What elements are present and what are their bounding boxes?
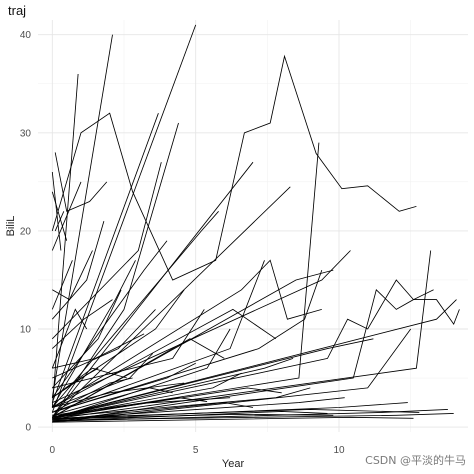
trajectory-line-20 — [52, 299, 457, 418]
trajectory-line-15 — [52, 279, 434, 418]
x-tick-label: 0 — [50, 445, 56, 456]
trajectory-line-52 — [51, 260, 136, 408]
trajectory-line-5 — [51, 113, 159, 403]
trajectory-line-1 — [51, 54, 417, 281]
y-tick-labels: 0 10 20 30 40 — [20, 30, 32, 433]
trajectory-line-58 — [52, 397, 208, 419]
trajectory-line-18 — [52, 328, 412, 423]
trajectory-line-11 — [52, 259, 322, 408]
trajectory-line-37 — [52, 397, 345, 420]
trajectory-line-44 — [52, 333, 145, 369]
trajectory-line-53 — [51, 308, 88, 369]
y-tick-label: 30 — [20, 128, 32, 139]
trajectory-line-49 — [52, 338, 225, 418]
trajectory-line-50 — [52, 328, 231, 420]
trajectory-line-14 — [52, 250, 351, 403]
trajectory-line-27 — [52, 309, 156, 379]
trajectory-line-8 — [51, 162, 162, 340]
trajectory-line-28 — [51, 220, 105, 320]
trajectory-line-32 — [52, 353, 154, 408]
x-tick-label: 10 — [333, 445, 345, 456]
trajectory-line-64 — [52, 413, 334, 420]
trajectory-line-22 — [52, 186, 291, 418]
trajectory-line-45 — [52, 299, 113, 349]
trajectory-line-60 — [52, 377, 133, 413]
trajectory-line-47 — [51, 191, 68, 241]
chart-title: traj — [8, 3, 27, 18]
y-tick-label: 20 — [20, 226, 32, 237]
trajectory-line-23 — [52, 308, 277, 408]
trajectory-line-56 — [51, 211, 219, 408]
trajectory-line-48 — [51, 171, 62, 251]
trajectory-line-25 — [52, 309, 205, 389]
trajectory-line-13 — [52, 269, 323, 413]
grid-lines — [38, 20, 468, 432]
trajectory-line-31 — [51, 289, 122, 389]
trajectory-line-62 — [52, 410, 328, 422]
watermark: CSDN @平淡的牛马 — [365, 454, 466, 467]
trajectory-line-33 — [52, 362, 196, 413]
trajectory-line-55 — [52, 357, 294, 418]
trajectory-line-16 — [52, 288, 460, 423]
trajectory-line-54 — [52, 367, 128, 399]
trajectory-line-6 — [51, 161, 254, 418]
trajectory-line-59 — [52, 387, 173, 416]
trajectory-line-4 — [51, 73, 79, 408]
trajectory-line-30 — [51, 260, 73, 310]
trajectory-line-19 — [52, 250, 432, 420]
trajectory-line-63 — [52, 416, 414, 423]
x-axis-label: Year — [222, 458, 245, 470]
x-tick-labels: 0 5 10 — [50, 445, 345, 456]
trajectory-line-57 — [52, 402, 254, 421]
trajectory-line-61 — [52, 367, 99, 399]
trajectory-line-2 — [51, 24, 197, 413]
trajectory-line-24 — [52, 260, 265, 413]
trajectory-line-41 — [52, 408, 420, 419]
x-tick-label: 5 — [193, 445, 199, 456]
trajectory-line-10 — [54, 211, 65, 232]
trajectory-line-34 — [52, 372, 242, 418]
trajectory-line-17 — [52, 338, 374, 418]
trajectory-line-42 — [52, 397, 231, 416]
trajectory-line-29 — [51, 181, 82, 251]
y-axis-label: BiliL — [5, 216, 17, 237]
y-tick-label: 40 — [20, 30, 32, 41]
trajectory-line-40 — [52, 412, 454, 421]
trajectory-lines — [51, 24, 460, 423]
trajectory-line-9 — [54, 152, 108, 212]
trajectory-line-46 — [52, 250, 93, 301]
y-tick-label: 0 — [25, 423, 31, 434]
trajectory-line-3 — [51, 34, 113, 398]
trajectory-line-36 — [52, 387, 311, 418]
y-tick-label: 10 — [20, 325, 32, 336]
